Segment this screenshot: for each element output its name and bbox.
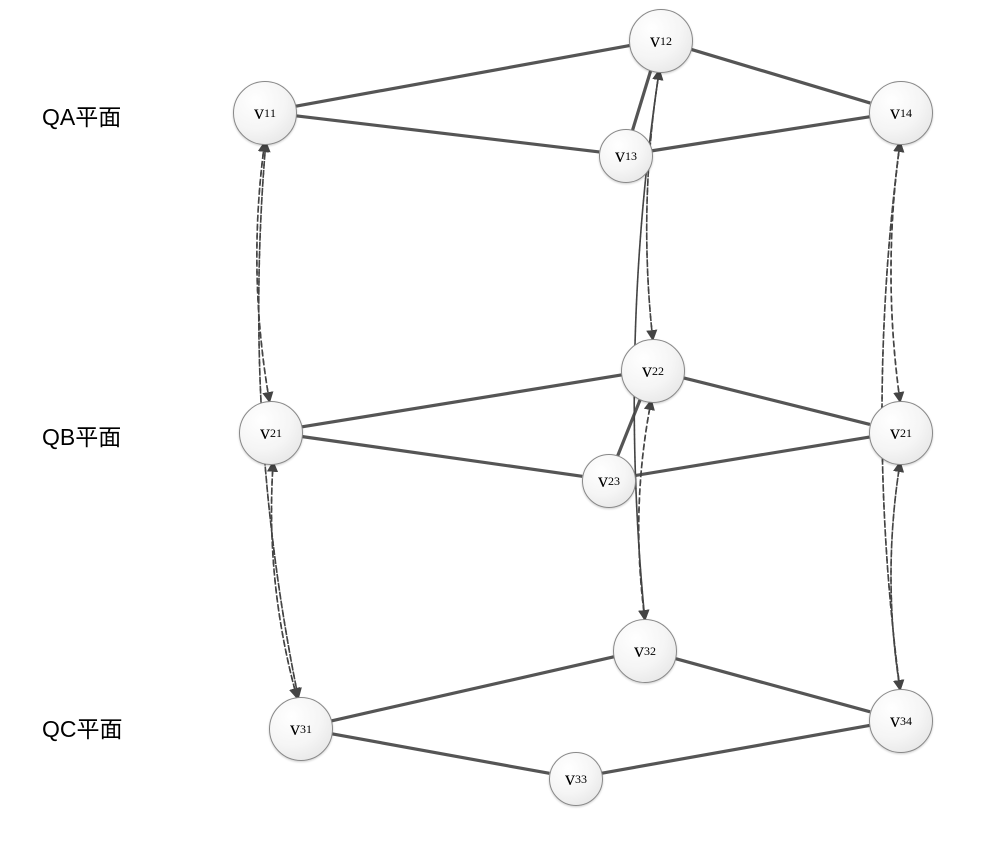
edge-v1_3-v1_4 xyxy=(651,117,870,151)
plane-label-qc: QC平面 xyxy=(42,710,123,744)
dashed-edges-group xyxy=(257,71,900,697)
node-label: v34 xyxy=(890,711,912,731)
node-v1_2: v12 xyxy=(629,9,693,73)
plane-label-qa: QA平面 xyxy=(42,98,121,132)
edge-v2_1-v2_2 xyxy=(301,375,622,427)
node-label: v21 xyxy=(890,423,912,443)
node-v2_2: v22 xyxy=(621,339,685,403)
node-label: v33 xyxy=(565,769,587,789)
node-label: v14 xyxy=(890,103,912,123)
edge-v1_1-v1_2 xyxy=(294,46,629,107)
edge-v1_3-v1_2 xyxy=(633,70,651,130)
node-v3_2: v32 xyxy=(613,619,677,683)
node-v2_4: v21 xyxy=(869,401,933,465)
node-label: v22 xyxy=(642,361,664,381)
node-v1_1: v11 xyxy=(233,81,297,145)
node-v2_1: v21 xyxy=(239,401,303,465)
edge-v3_1-v3_3 xyxy=(330,734,549,774)
node-label: v23 xyxy=(598,471,620,491)
node-label: v32 xyxy=(634,641,656,661)
dashed-edge-v2_1-v3_1-1 xyxy=(272,463,297,697)
node-v3_3: v33 xyxy=(549,752,603,806)
node-label: v13 xyxy=(615,146,637,166)
node-v1_3: v13 xyxy=(599,129,653,183)
node-v3_4: v34 xyxy=(869,689,933,753)
edge-v3_2-v3_4 xyxy=(674,658,870,712)
node-v2_3: v23 xyxy=(582,454,636,508)
node-label: v31 xyxy=(290,719,312,739)
edge-v3_3-v3_4 xyxy=(601,725,870,773)
diagram-container: { "canvas": { "width": 1000, "height": 8… xyxy=(0,0,1000,842)
edge-v1_2-v1_4 xyxy=(690,49,871,103)
edge-v1_1-v1_3 xyxy=(295,116,599,152)
dashed-edge-v2_2-v3_2-1 xyxy=(639,401,651,619)
node-label: v21 xyxy=(260,423,282,443)
node-label: v12 xyxy=(650,31,672,51)
node-label: v11 xyxy=(254,103,276,123)
plane-label-qb: QB平面 xyxy=(42,418,121,452)
edge-v3_1-v3_2 xyxy=(330,657,614,721)
edge-v2_1-v2_3 xyxy=(301,436,583,476)
edge-v2_3-v2_4 xyxy=(634,437,870,476)
edge-v2_3-v2_2 xyxy=(618,399,641,456)
node-v1_4: v14 xyxy=(869,81,933,145)
graph-svg xyxy=(0,0,1000,842)
edge-v2_2-v2_4 xyxy=(682,378,870,425)
dashed-edge-v2_2-v3_2-0 xyxy=(639,401,651,619)
solid-edges-group xyxy=(294,46,870,774)
node-v3_1: v31 xyxy=(269,697,333,761)
